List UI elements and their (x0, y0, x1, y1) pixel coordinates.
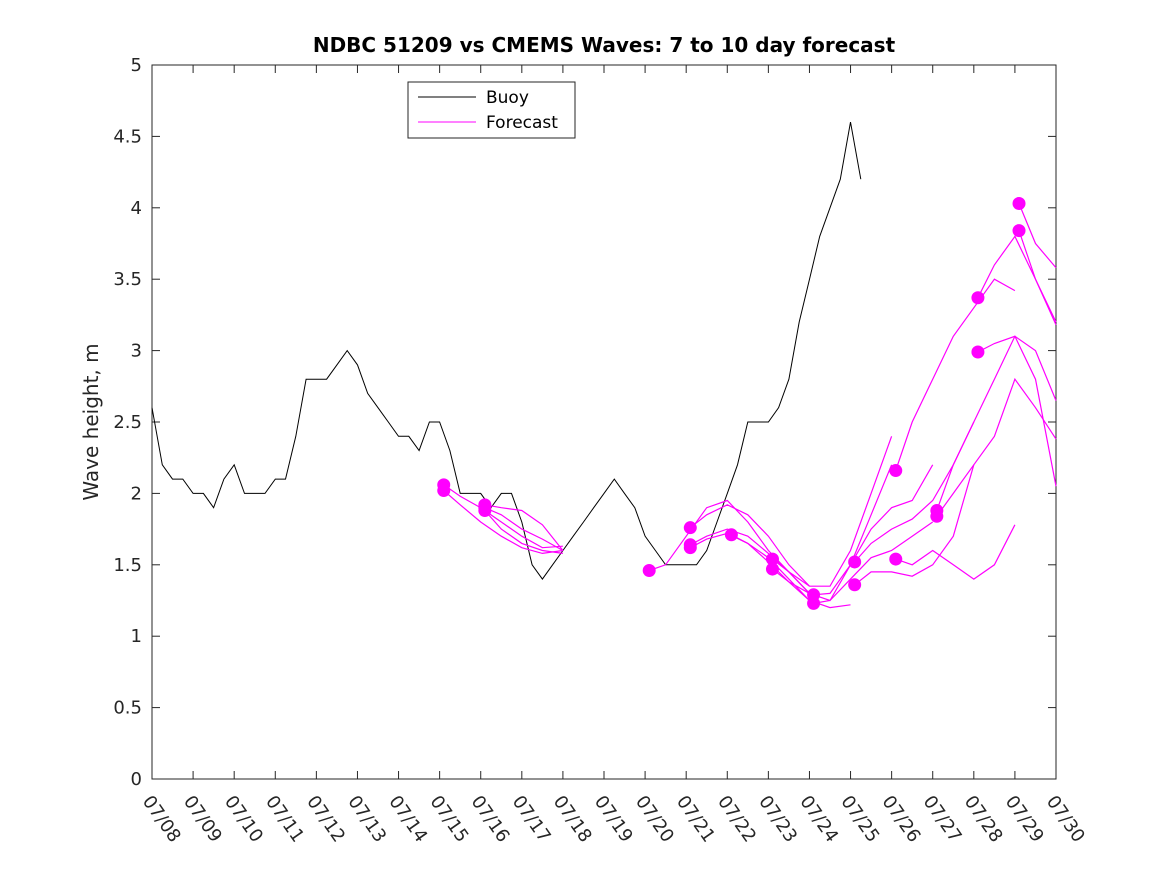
y-tick-label: 2 (131, 483, 142, 504)
y-tick-label: 1 (131, 626, 142, 647)
forecast-series-line-23 (1018, 230, 1057, 323)
series-layer (151, 122, 1057, 610)
x-tick-label: 07/30 (1042, 792, 1089, 847)
x-tick-label: 07/27 (919, 792, 966, 847)
forecast-series-line-10 (772, 436, 893, 587)
forecast-series-line-9 (731, 534, 851, 609)
forecast-start-point-15 (848, 578, 862, 592)
x-axis-ticks: 07/0807/0907/1007/1107/1207/1307/1407/15… (138, 65, 1089, 846)
x-tick-label: 07/12 (302, 792, 349, 847)
forecast-start-point-10 (765, 552, 779, 566)
x-tick-label: 07/20 (631, 792, 678, 847)
forecast-series-line-21 (977, 335, 1057, 487)
legend-box (407, 81, 576, 139)
x-tick-label: 07/24 (795, 792, 842, 847)
forecast-series-line-20 (977, 235, 1057, 326)
y-tick-label: 1.5 (113, 555, 142, 576)
y-tick-label: 3.5 (113, 269, 142, 290)
forecast-series-line-15 (854, 464, 975, 586)
forecast-start-point-13 (807, 596, 821, 610)
forecast-series-line-17 (895, 524, 1016, 580)
forecast-series-line-2 (484, 504, 564, 551)
x-tick-label: 07/10 (220, 792, 267, 847)
x-tick-label: 07/28 (960, 792, 1007, 847)
forecast-start-point-22 (1012, 197, 1026, 211)
forecast-start-point-4 (478, 504, 492, 518)
forecast-series-line-4 (484, 510, 563, 554)
forecast-series-line-0 (443, 484, 563, 549)
forecast-series-line-19 (936, 377, 1057, 517)
forecast-start-point-1 (437, 484, 451, 498)
x-tick-label: 07/19 (590, 792, 637, 847)
forecast-start-point-17 (889, 552, 903, 566)
forecast-start-point-9 (724, 528, 738, 542)
y-tick-label: 5 (131, 55, 142, 76)
forecast-series-line-16 (895, 278, 1016, 471)
x-tick-label: 07/15 (426, 792, 473, 847)
forecast-series-line-12 (813, 464, 934, 596)
forecast-series-line-22 (1018, 203, 1057, 269)
x-tick-label: 07/23 (754, 792, 801, 847)
x-tick-label: 07/17 (508, 792, 555, 847)
x-tick-label: 07/29 (1001, 792, 1048, 847)
forecast-start-point-11 (765, 562, 779, 576)
forecast-start-point-6 (683, 521, 697, 535)
buoy-series-line (151, 122, 862, 580)
y-axis-label: Wave height, m (79, 343, 103, 500)
y-tick-label: 4.5 (113, 126, 142, 147)
forecast-series-line-1 (443, 490, 563, 555)
x-tick-label: 07/14 (384, 792, 431, 847)
forecast-series-line-5 (649, 499, 810, 594)
plot-area-frame (151, 64, 1057, 780)
x-tick-label: 07/13 (343, 792, 390, 847)
x-tick-label: 07/25 (836, 792, 883, 847)
chart-title: NDBC 51209 vs CMEMS Waves: 7 to 10 day f… (313, 33, 896, 57)
forecast-start-point-20 (971, 291, 985, 305)
y-tick-label: 0 (131, 769, 142, 790)
forecast-start-point-23 (1012, 224, 1026, 238)
x-tick-label: 07/09 (179, 792, 226, 847)
y-axis-ticks: 0 0.5 1 1.5 2 2.5 3 3.5 4 4.5 5 (113, 55, 1056, 790)
y-tick-label: 2.5 (113, 412, 142, 433)
forecast-series-line-6 (689, 504, 810, 587)
forecast-series-line-13 (813, 521, 934, 604)
forecast-start-point-14 (848, 555, 862, 569)
legend: Buoy Forecast (407, 81, 576, 139)
x-tick-label: 07/22 (713, 792, 760, 847)
y-tick-label: 0.5 (113, 698, 142, 719)
forecast-series-line-18 (936, 335, 1057, 511)
x-tick-label: 07/11 (261, 792, 308, 847)
x-tick-label: 07/18 (549, 792, 596, 847)
forecast-series-line-3 (484, 507, 564, 552)
y-tick-label: 3 (131, 341, 142, 362)
x-tick-label: 07/21 (672, 792, 719, 847)
x-tick-label: 07/16 (467, 792, 514, 847)
forecast-start-point-5 (642, 564, 656, 578)
y-tick-label: 4 (131, 198, 142, 219)
forecast-start-point-21 (971, 345, 985, 359)
x-tick-label: 07/26 (878, 792, 925, 847)
forecast-start-point-8 (683, 541, 697, 555)
legend-buoy-label: Buoy (486, 88, 529, 108)
x-tick-label: 07/08 (138, 792, 185, 847)
forecast-start-point-16 (889, 464, 903, 478)
forecast-series-line-14 (854, 421, 975, 563)
legend-forecast-label: Forecast (486, 113, 558, 133)
forecast-start-point-19 (930, 509, 944, 523)
